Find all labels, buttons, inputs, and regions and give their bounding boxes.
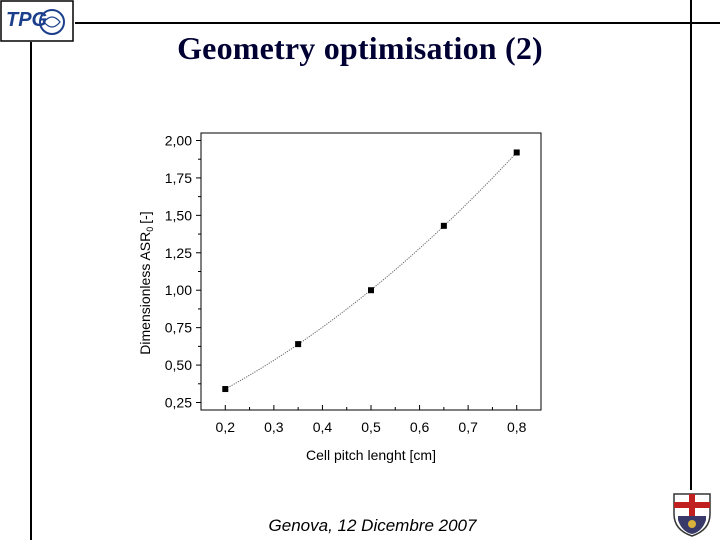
axis-tick-labels: 0,2 0,3 0,4 0,5 0,6 0,7 0,8 0,25 0,50 0,75 1,00 1,2…: [165, 132, 527, 435]
frame-line-top: [75, 22, 720, 24]
x-tick-label: 0,5: [361, 419, 381, 435]
data-point: [513, 149, 520, 156]
slide-footer: Genova, 12 Dicembre 2007: [268, 516, 477, 535]
data-point: [368, 287, 374, 294]
frame-line-left: [30, 42, 32, 540]
logo-letters: TPG: [6, 9, 47, 31]
y-axis-label-subscript: 0: [145, 227, 155, 232]
data-point: [295, 341, 302, 348]
data-points: [222, 149, 520, 393]
y-tick-label: 1,75: [165, 170, 192, 186]
genova-crest-logo: [673, 493, 711, 537]
y-tick-label: 0,25: [165, 395, 192, 411]
tpg-logo: TPG: [0, 0, 74, 42]
y-tick-label: 1,50: [165, 207, 192, 223]
y-tick-label: 1,25: [165, 245, 192, 261]
y-tick-label: 1,00: [165, 282, 192, 298]
x-axis-label: Cell pitch lenght [cm]: [306, 447, 436, 463]
y-tick-label: 2,00: [165, 132, 192, 148]
y-tick-label: 0,50: [165, 357, 192, 373]
y-axis-label-main: Dimensionless ASR: [137, 232, 153, 355]
axis-ticks: [196, 139, 518, 410]
y-axis-label-unit: [-]: [137, 211, 153, 223]
x-tick-label: 0,7: [458, 419, 478, 435]
frame-line-right: [690, 0, 692, 490]
data-point: [222, 386, 229, 393]
x-tick-label: 0,8: [507, 419, 527, 435]
x-tick-label: 0,3: [264, 419, 284, 435]
x-tick-label: 0,2: [216, 419, 236, 435]
y-tick-label: 0,75: [165, 320, 192, 336]
fit-curve: [225, 152, 518, 390]
x-tick-label: 0,4: [313, 419, 333, 435]
x-tick-label: 0,6: [410, 419, 430, 435]
slide-title: Geometry optimisation (2): [177, 30, 543, 66]
data-point: [440, 222, 447, 229]
y-axis-label: Dimensionless ASR0 [-]: [137, 211, 155, 354]
plot-area-frame: [200, 132, 542, 411]
